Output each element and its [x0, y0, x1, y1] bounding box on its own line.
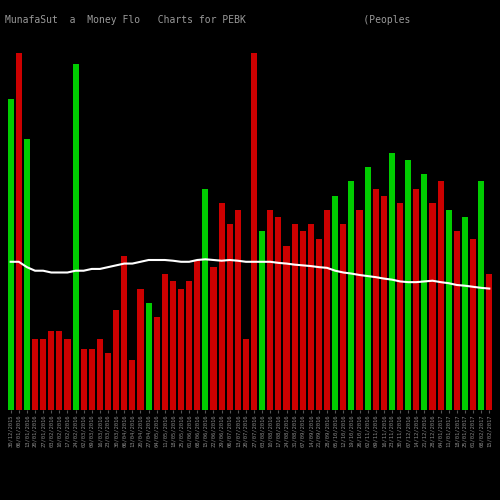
- Bar: [284, 246, 290, 410]
- Bar: [210, 267, 216, 410]
- Bar: [138, 288, 143, 410]
- Bar: [430, 203, 436, 410]
- Bar: [454, 232, 460, 410]
- Bar: [105, 353, 111, 410]
- Bar: [40, 338, 46, 410]
- Bar: [276, 217, 281, 410]
- Bar: [97, 338, 103, 410]
- Bar: [64, 338, 70, 410]
- Bar: [332, 196, 338, 410]
- Bar: [422, 174, 428, 410]
- Bar: [478, 182, 484, 410]
- Bar: [316, 238, 322, 410]
- Bar: [267, 210, 274, 410]
- Bar: [48, 332, 54, 410]
- Bar: [446, 210, 452, 410]
- Bar: [324, 210, 330, 410]
- Bar: [16, 53, 22, 410]
- Bar: [235, 210, 241, 410]
- Bar: [414, 188, 420, 410]
- Bar: [202, 188, 208, 410]
- Bar: [80, 350, 86, 410]
- Bar: [154, 317, 160, 410]
- Bar: [397, 203, 403, 410]
- Bar: [186, 282, 192, 410]
- Bar: [32, 338, 38, 410]
- Bar: [72, 64, 78, 410]
- Bar: [372, 188, 379, 410]
- Bar: [486, 274, 492, 410]
- Bar: [194, 260, 200, 410]
- Bar: [162, 274, 168, 410]
- Bar: [243, 338, 249, 410]
- Bar: [300, 232, 306, 410]
- Bar: [364, 167, 370, 410]
- Bar: [462, 217, 468, 410]
- Bar: [356, 210, 362, 410]
- Bar: [121, 256, 128, 410]
- Bar: [24, 138, 30, 410]
- Bar: [89, 350, 95, 410]
- Bar: [340, 224, 346, 410]
- Bar: [218, 203, 224, 410]
- Text: MunafaSut  a  Money Flo   Charts for PEBK                    (Peoples           : MunafaSut a Money Flo Charts for PEBK (P…: [5, 15, 500, 25]
- Bar: [438, 182, 444, 410]
- Bar: [292, 224, 298, 410]
- Bar: [146, 303, 152, 410]
- Bar: [308, 224, 314, 410]
- Bar: [470, 238, 476, 410]
- Bar: [251, 53, 257, 410]
- Bar: [348, 182, 354, 410]
- Bar: [130, 360, 136, 410]
- Bar: [226, 224, 233, 410]
- Bar: [259, 232, 265, 410]
- Bar: [381, 196, 387, 410]
- Bar: [56, 332, 62, 410]
- Bar: [405, 160, 411, 410]
- Bar: [113, 310, 119, 410]
- Bar: [8, 100, 14, 410]
- Bar: [170, 282, 176, 410]
- Bar: [178, 288, 184, 410]
- Bar: [389, 153, 395, 410]
